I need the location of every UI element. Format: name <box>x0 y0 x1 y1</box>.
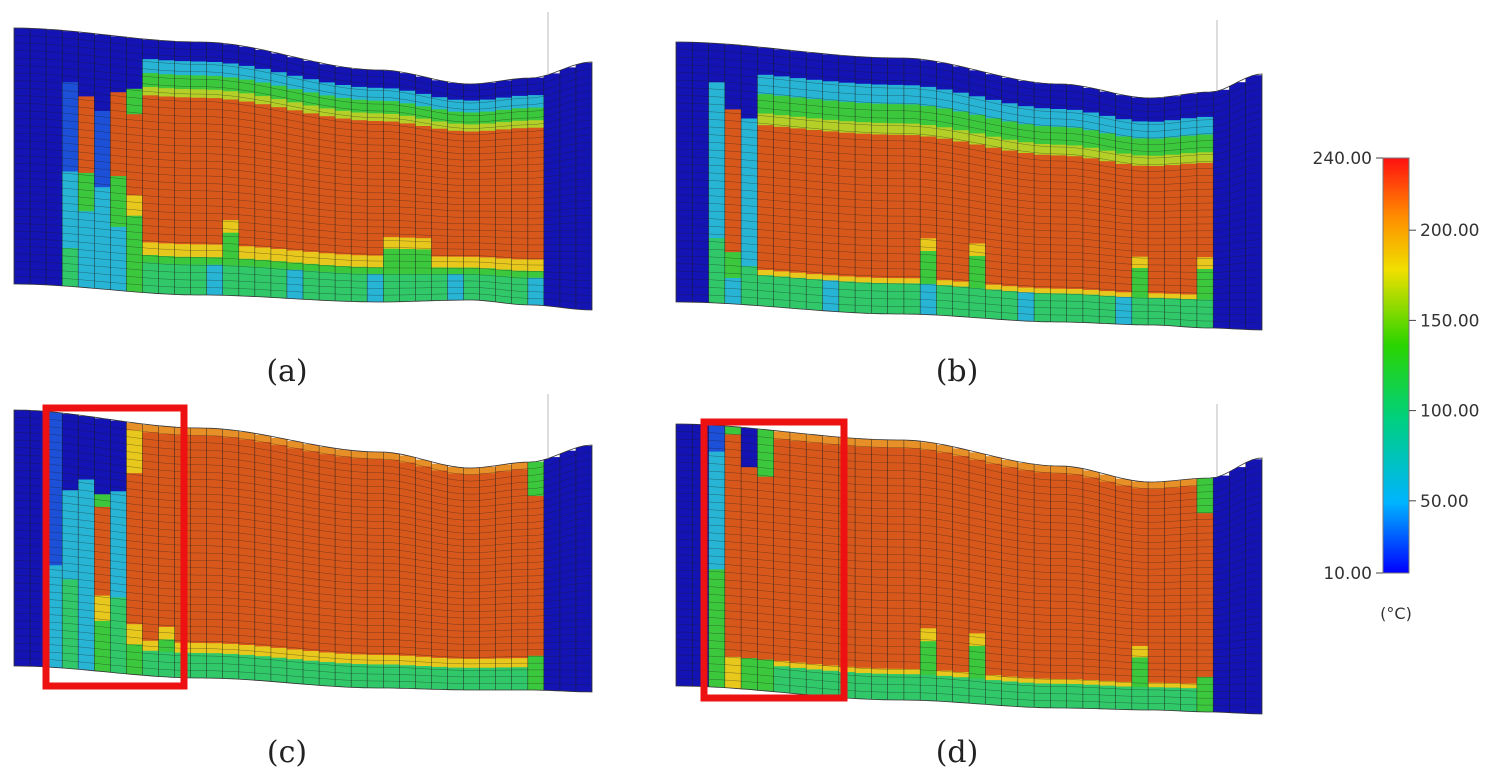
colorbar-tick-label: 200.00 <box>1420 221 1479 241</box>
temperature-colorbar: 240.00 200.00 150.00 100.00 50.00 10.00 (°C) <box>1313 149 1480 623</box>
caption-d: (d) <box>936 735 979 770</box>
colorbar-tick-label: 150.00 <box>1420 311 1479 331</box>
caption-a: (a) <box>266 354 307 389</box>
colorbar-tick-label: 100.00 <box>1420 402 1479 422</box>
colorbar-gradient <box>1382 157 1410 574</box>
temperature-panel-b <box>675 20 1263 331</box>
colorbar-tick-label: 10.00 <box>1323 564 1372 584</box>
temperature-panel-a <box>13 12 593 311</box>
highlight-box-c <box>42 404 188 690</box>
colorbar-unit: (°C) <box>1380 604 1412 623</box>
temperature-panel-c <box>13 394 593 693</box>
colorbar-tick-label: 50.00 <box>1420 492 1469 512</box>
caption-b: (b) <box>936 354 979 389</box>
temperature-panel-d <box>675 404 1263 715</box>
caption-c: (c) <box>267 735 307 770</box>
highlight-box-d <box>700 418 848 702</box>
colorbar-tick-label: 240.00 <box>1313 149 1372 169</box>
